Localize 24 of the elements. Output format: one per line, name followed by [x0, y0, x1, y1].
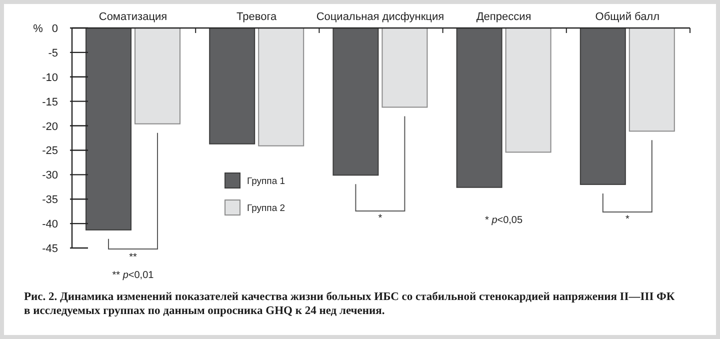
- y-tick-label: -35: [42, 194, 58, 206]
- text: Рис. 2. Динамика изменений показателей качества жизни больных ИБС со стабильной стенокардией напряжения II—III ФК в исследуемых группах по данным опросника GHQ к 24 нед лечения.: [24, 291, 676, 317]
- y-axis-title: %: [33, 23, 44, 35]
- y-tick-label: -20: [42, 120, 58, 133]
- annotation: * p<0,05: [485, 215, 523, 226]
- text: **: [129, 252, 137, 263]
- y-tick-label: -30: [42, 170, 58, 182]
- annotation: *: [378, 213, 382, 224]
- y-tick-label: -25: [42, 145, 58, 158]
- y-tick-label: -15: [42, 96, 58, 108]
- y-tick-label: -40: [42, 218, 58, 231]
- legend-label: Группа 2: [247, 203, 286, 214]
- x-tick-label: Соматизация: [98, 11, 168, 23]
- y-tick-label: -45: [42, 243, 58, 255]
- x-tick-label: Тревога: [236, 11, 278, 23]
- annotation: *: [625, 214, 630, 225]
- text: ** p<0,01: [112, 270, 154, 281]
- y-tick-label: 0: [52, 23, 58, 35]
- legend-label: Группа 1: [247, 176, 286, 187]
- x-tick-label: Общий балл: [595, 11, 660, 23]
- y-tick-label: -5: [48, 47, 58, 60]
- y-tick-label: -10: [42, 72, 58, 84]
- x-tick-label: Социальная дисфункция: [316, 11, 444, 23]
- x-tick-label: Депрессия: [476, 11, 532, 23]
